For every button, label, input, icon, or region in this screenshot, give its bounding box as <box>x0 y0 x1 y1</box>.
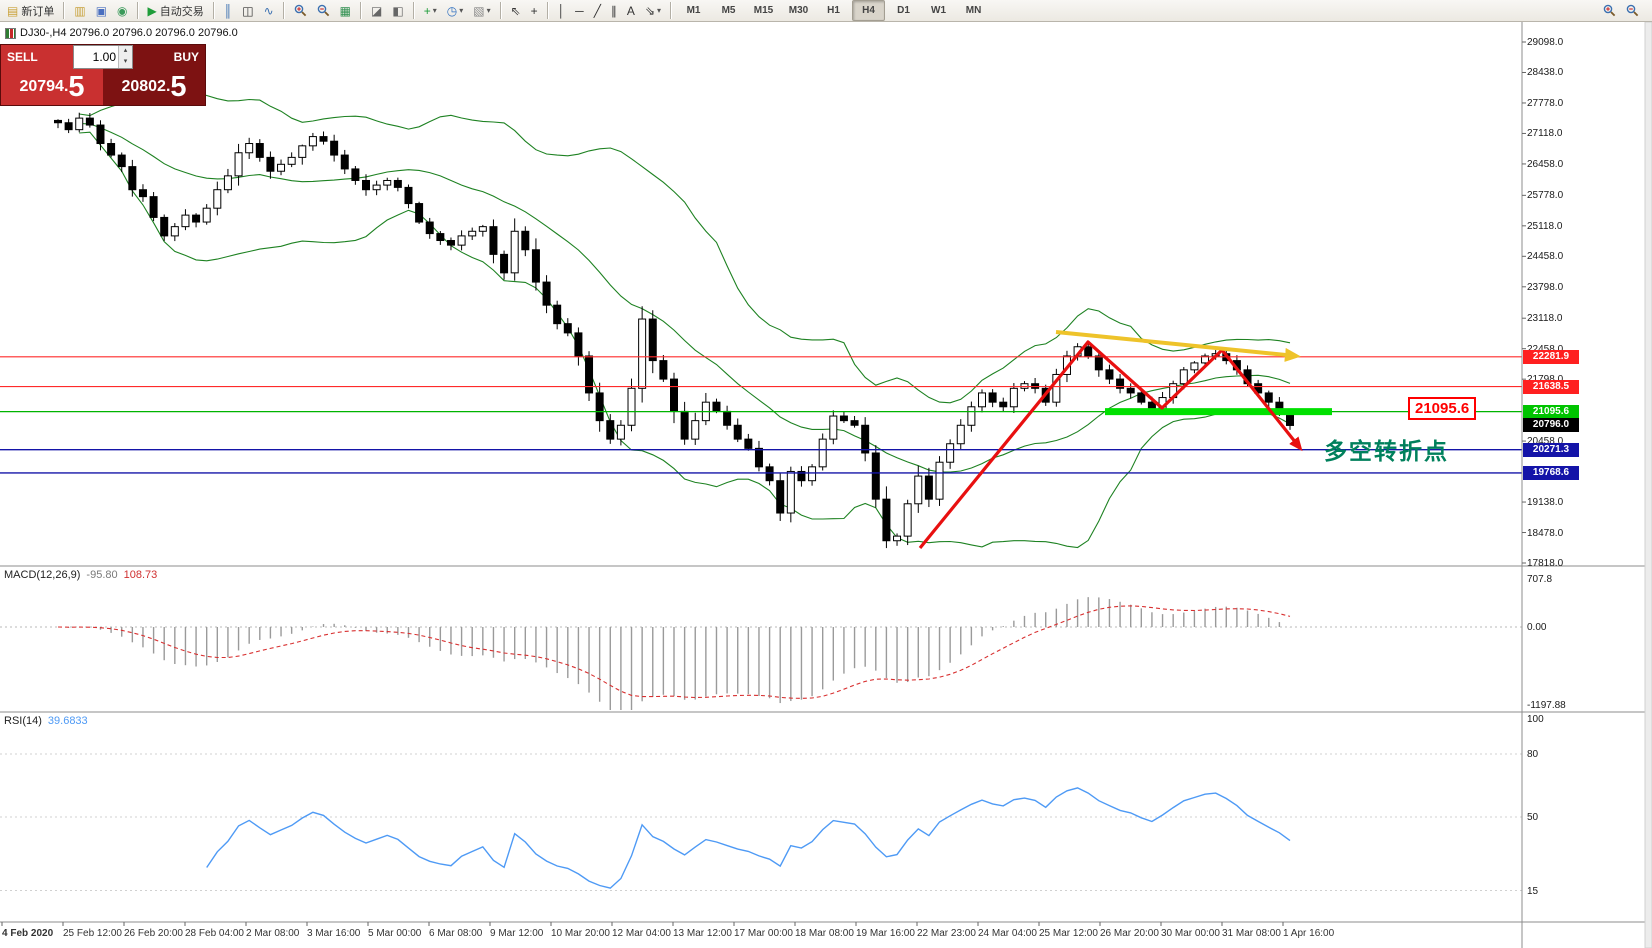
candlestick-type-button-glyph: ◫ <box>242 3 254 18</box>
toolbar-separator <box>136 2 139 19</box>
yellow-resistance-trendline[interactable] <box>1055 330 1301 362</box>
sell-button[interactable]: SELL <box>1 45 73 69</box>
arrows-dropdown-glyph: ⇘ <box>644 3 655 18</box>
rsi-line <box>206 787 1291 889</box>
bar-chart-type-button-glyph: ║ <box>223 3 233 18</box>
bollinger-bands <box>79 85 1291 549</box>
buy-price[interactable]: 20802. 5 <box>103 69 205 105</box>
bar-chart-type-button[interactable]: ║ <box>220 0 237 21</box>
rsi-indicator <box>0 753 1522 891</box>
macd-signal-line <box>57 605 1291 699</box>
text-button-glyph: A <box>626 3 635 18</box>
line-chart-type-button[interactable]: ∿ <box>260 0 278 21</box>
volume-control: ▴ ▾ <box>73 45 133 69</box>
timeframe-button-mn[interactable]: MN <box>965 5 982 16</box>
toolbar-right-group <box>1598 0 1644 21</box>
buy-price-main: 20802. <box>121 78 171 95</box>
toolbar: ▤ 新订单 ▥ ▣ ◉ ▶ 自动交易 ║ ◫ ∿ ▦ ◪ ◧ + ▾ ◷ ▾ ▧ ▾ ⇖ + │ ─ ╱ ∥ A ⇘ ▾ M1 M5 M15… <box>0 0 1652 22</box>
horizontal-line-button-glyph: ─ <box>575 3 584 18</box>
accounts-icon-glyph: ▣ <box>95 3 108 18</box>
objects-window-icon-glyph: ◧ <box>392 3 404 18</box>
crosshair-button-glyph: + <box>530 3 538 18</box>
horizontal-line-button[interactable]: ─ <box>571 0 588 21</box>
red-trend-arrow[interactable] <box>918 340 1303 550</box>
zoom-in-icon[interactable] <box>1599 0 1620 21</box>
chevron-down-icon: ▾ <box>459 6 464 15</box>
volume-increase-button[interactable]: ▴ <box>119 46 132 57</box>
crosshair-button[interactable]: + <box>527 0 542 21</box>
timeframe-button-h4[interactable]: H4 <box>852 0 886 21</box>
toolbar-separator <box>63 2 66 19</box>
zoom-out-icon[interactable] <box>1622 0 1643 21</box>
new-order-button[interactable]: ▤ 新订单 <box>3 0 58 21</box>
vertical-line-button[interactable]: │ <box>554 0 570 21</box>
toolbar-separator <box>670 2 673 19</box>
timeframe-button-d1[interactable]: D1 <box>897 5 910 16</box>
sell-price[interactable]: 20794. 5 <box>1 69 103 105</box>
zoom-out-button[interactable] <box>313 0 334 21</box>
indicator-window-icon[interactable]: ◪ <box>367 0 386 21</box>
toolbar-separator <box>499 2 502 19</box>
sell-price-pip: 5 <box>68 70 85 103</box>
new-order-button-label: 新订单 <box>21 5 55 18</box>
one-click-trading-panel: SELL ▴ ▾ BUY 20794.5 20802.5 <box>0 44 206 106</box>
buy-button[interactable]: BUY <box>133 45 205 69</box>
tile-windows-button-glyph: ▦ <box>339 3 352 18</box>
timeframe-button-m15[interactable]: M15 <box>753 5 774 16</box>
chevron-down-icon: ▾ <box>486 6 491 15</box>
macd-indicator <box>0 597 1522 710</box>
objects-window-icon[interactable]: ◧ <box>388 0 407 21</box>
horizontal-level-lines[interactable] <box>0 356 1522 474</box>
period-dropdown-glyph: ◷ <box>446 3 458 18</box>
template-dropdown[interactable]: ▧ ▾ <box>469 0 494 21</box>
volume-decrease-button[interactable]: ▾ <box>119 57 132 68</box>
text-button[interactable]: A <box>623 0 639 21</box>
chevron-down-icon: ▾ <box>432 6 437 15</box>
vertical-scrollbar[interactable] <box>1644 21 1652 948</box>
channel-button[interactable]: ∥ <box>607 0 621 21</box>
volume-input[interactable] <box>74 46 118 68</box>
buy-price-pip: 5 <box>170 70 187 103</box>
community-icon-glyph: ◉ <box>117 3 128 18</box>
mailbox-icon-glyph: ▥ <box>74 3 86 18</box>
toolbar-separator <box>282 2 285 19</box>
zoom-in-button[interactable] <box>290 0 311 21</box>
timeframe-button-m5[interactable]: M5 <box>721 5 736 16</box>
period-dropdown[interactable]: ◷ ▾ <box>443 0 468 21</box>
tile-windows-button[interactable]: ▦ <box>336 0 355 21</box>
toolbar-separator <box>360 2 363 19</box>
arrows-dropdown[interactable]: ⇘ ▾ <box>641 0 665 21</box>
autotrading-button[interactable]: ▶ 自动交易 <box>144 0 208 21</box>
indicator-window-icon-glyph: ◪ <box>371 3 383 18</box>
template-dropdown-glyph: ▧ <box>473 3 485 18</box>
mailbox-icon[interactable]: ▥ <box>70 0 89 21</box>
timeframe-button-m1[interactable]: M1 <box>686 5 701 16</box>
timeframe-button-w1[interactable]: W1 <box>931 5 947 16</box>
new-order-button-glyph: ▤ <box>7 3 19 18</box>
timeframe-button-m30[interactable]: M30 <box>788 5 809 16</box>
toolbar-separator <box>212 2 215 19</box>
line-chart-type-button-glyph: ∿ <box>263 3 274 18</box>
community-icon[interactable]: ◉ <box>113 0 131 21</box>
add-indicator-dropdown-glyph: + <box>423 3 431 18</box>
toolbar-separator <box>412 2 415 19</box>
vertical-line-button-glyph: │ <box>557 3 566 18</box>
toolbar-separator <box>546 2 549 19</box>
chevron-down-icon: ▾ <box>657 6 662 15</box>
sell-price-main: 20794. <box>19 78 69 95</box>
candlestick-series <box>54 112 1294 549</box>
trendline-button[interactable]: ╱ <box>590 0 605 21</box>
timeframe-button-h1[interactable]: H1 <box>827 5 840 16</box>
candlestick-type-button[interactable]: ◫ <box>238 0 257 21</box>
add-indicator-dropdown[interactable]: + ▾ <box>420 0 441 21</box>
autotrading-button-label: 自动交易 <box>159 5 204 18</box>
cursor-button-glyph: ⇖ <box>510 3 521 18</box>
trendline-button-glyph: ╱ <box>593 3 601 18</box>
autotrading-button-glyph: ▶ <box>147 3 157 18</box>
channel-button-glyph: ∥ <box>610 3 617 18</box>
cursor-button[interactable]: ⇖ <box>507 0 525 21</box>
accounts-icon[interactable]: ▣ <box>92 0 111 21</box>
